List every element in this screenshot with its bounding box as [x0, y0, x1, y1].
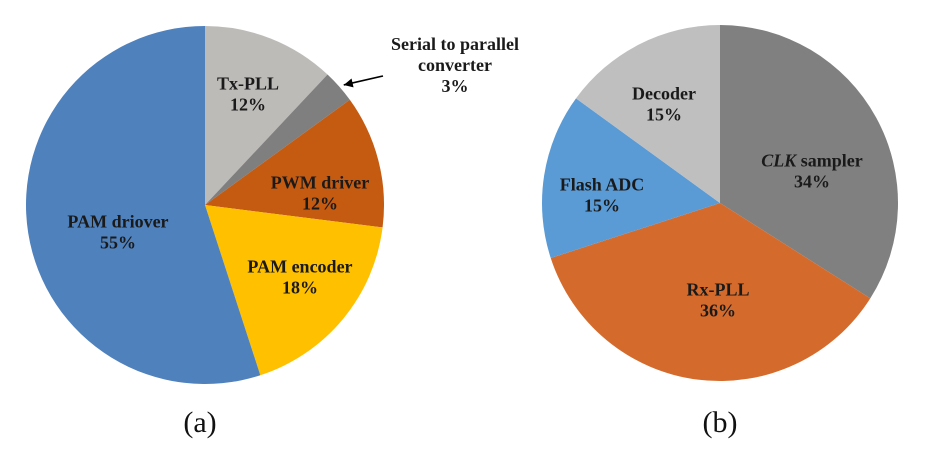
- slice-label-pwm-driver: PWM driver 12%: [271, 173, 369, 214]
- pie-slice-tx-pll: [205, 26, 328, 205]
- pie-slice-decoder: [575, 25, 720, 203]
- slice-label-pam-encoder: PAM encoder 18%: [247, 257, 352, 298]
- slice-label-tx-pll: Tx-PLL 12%: [217, 74, 279, 115]
- pie-slice-pam-encoder: [205, 205, 383, 376]
- slice-label-pam-driover: PAM driover 55%: [67, 212, 168, 253]
- pie-slice-clk-sampler: [720, 25, 898, 299]
- slice-label-decoder: Decoder 15%: [632, 84, 696, 125]
- slice-label-serial-to-parallel-converter: Serial to parallel converter 3%: [391, 34, 519, 96]
- caption-a: (a): [183, 406, 216, 439]
- slice-label-rx-pll: Rx-PLL 36%: [687, 280, 750, 321]
- pie-slice-pwm-driver: [205, 99, 385, 228]
- pie-slice-rx-pll: [550, 203, 871, 382]
- annotation-arrowhead: [343, 78, 354, 88]
- pie-slice-serial-to-parallel-converter: [205, 74, 350, 205]
- pie-chart-a: Tx-PLL 12% Serial to parallel converter 3% PW…: [25, 26, 519, 385]
- slice-label-flash-adc: Flash ADC 15%: [560, 175, 645, 216]
- slice-label-clk-sampler: CLK sampler 34%: [761, 151, 863, 192]
- pie-slice-pam-driover: [25, 26, 261, 385]
- pie-chart-b: CLK sampler 34% Rx-PLL 36% Flash ADC 15% Decod…: [542, 25, 898, 382]
- caption-b: (b): [703, 406, 738, 439]
- pie-slice-flash-adc: [542, 98, 720, 259]
